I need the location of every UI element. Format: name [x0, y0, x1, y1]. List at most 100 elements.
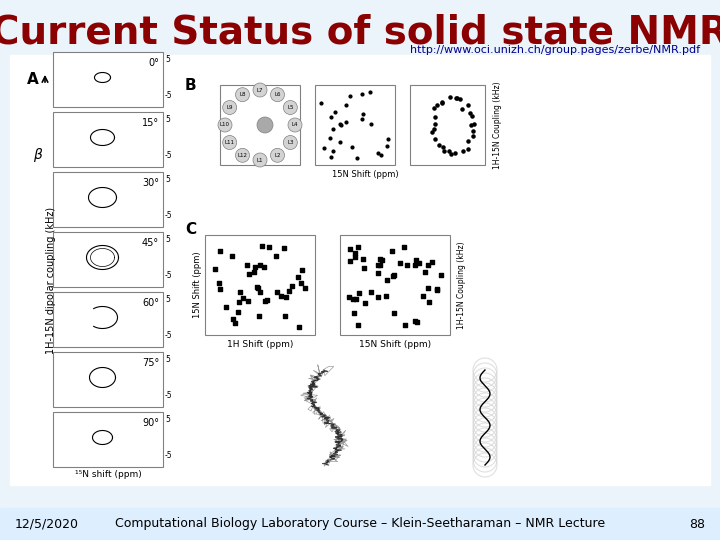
Point [372, 261, 384, 269]
Point [315, 99, 327, 108]
Point [252, 284, 264, 293]
Bar [0, 508, 720, 540]
Point [356, 89, 368, 98]
Point [464, 109, 476, 118]
Point [293, 322, 305, 331]
Bar [205, 235, 315, 335]
Point [270, 252, 282, 260]
Point [243, 269, 255, 278]
Point [341, 101, 352, 110]
Point [450, 148, 462, 157]
Text: 15N Shift (ppm): 15N Shift (ppm) [192, 252, 202, 318]
Point [409, 261, 420, 269]
Text: A: A [27, 72, 39, 87]
Point [438, 146, 450, 155]
Text: -5: -5 [165, 390, 173, 400]
Bar [53, 52, 163, 107]
Bar [53, 352, 163, 407]
Point [357, 109, 369, 118]
Point [417, 292, 428, 300]
Point [467, 112, 478, 120]
Text: Computational Biology Laboratory Course – Klein-Seetharaman – NMR Lecture: Computational Biology Laboratory Course … [115, 517, 605, 530]
Point [431, 285, 443, 293]
Bar [53, 112, 163, 167]
Point [348, 253, 360, 261]
Text: L11: L11 [225, 140, 235, 145]
Text: -5: -5 [165, 211, 173, 219]
Point [426, 128, 438, 137]
Point [465, 121, 477, 130]
Point [344, 92, 356, 100]
Text: 1H-15N Coupling (kHz): 1H-15N Coupling (kHz) [492, 81, 502, 169]
Point [279, 311, 291, 320]
Circle shape [222, 100, 237, 114]
Point [456, 105, 468, 113]
Circle shape [222, 136, 237, 150]
Point [374, 260, 385, 269]
Point [438, 143, 449, 151]
Point [300, 284, 311, 293]
Text: 0°: 0° [148, 58, 159, 68]
Point [372, 269, 384, 278]
Point [467, 132, 478, 140]
Text: 1H Shift (ppm): 1H Shift (ppm) [227, 340, 293, 349]
Point [340, 117, 351, 126]
Text: -5: -5 [165, 450, 173, 460]
Point [324, 134, 336, 143]
Point [462, 145, 474, 153]
Bar [53, 412, 163, 467]
Circle shape [257, 117, 273, 133]
Point [436, 99, 447, 107]
Point [410, 256, 422, 265]
Point [436, 98, 448, 106]
Point [256, 241, 268, 250]
Circle shape [271, 87, 284, 102]
Circle shape [283, 136, 297, 150]
Point [349, 249, 361, 258]
Point [375, 151, 387, 160]
Bar [340, 235, 450, 335]
Text: 5: 5 [165, 56, 170, 64]
Text: 1H-15N Coupling (kHz): 1H-15N Coupling (kHz) [457, 241, 467, 329]
Text: L12: L12 [238, 153, 248, 158]
Circle shape [218, 118, 232, 132]
Text: 15°: 15° [142, 118, 159, 128]
Text: 15N Shift (ppm): 15N Shift (ppm) [359, 340, 431, 349]
Point [365, 287, 377, 296]
Bar [53, 232, 163, 287]
Text: 88: 88 [689, 517, 705, 530]
Point [454, 94, 466, 103]
Point [468, 120, 480, 129]
Point [336, 121, 347, 130]
Point [258, 297, 270, 306]
Point [354, 289, 365, 298]
Point [253, 312, 265, 320]
Circle shape [235, 87, 250, 102]
Point [227, 252, 238, 261]
Point [422, 261, 433, 270]
Text: -5: -5 [165, 271, 173, 280]
Circle shape [253, 83, 267, 97]
Bar [410, 85, 485, 165]
Point [431, 101, 443, 110]
Point [286, 282, 297, 291]
Text: 60°: 60° [142, 298, 159, 308]
Point [233, 298, 245, 306]
Point [358, 264, 369, 272]
Point [327, 125, 338, 133]
Point [242, 260, 253, 269]
Text: L4: L4 [292, 123, 298, 127]
Point [356, 114, 368, 123]
Text: 30°: 30° [142, 178, 159, 188]
Point [411, 318, 423, 326]
Point [297, 265, 308, 274]
Point [343, 292, 355, 301]
Point [359, 298, 371, 307]
Point [351, 153, 362, 162]
Point [382, 275, 393, 284]
Point [229, 318, 240, 327]
Point [353, 242, 364, 251]
Text: L2: L2 [274, 153, 281, 158]
Point [377, 256, 388, 265]
Text: http://www.oci.unizh.ch/group.pages/zerbe/NMR.pdf: http://www.oci.unizh.ch/group.pages/zerb… [410, 45, 700, 55]
